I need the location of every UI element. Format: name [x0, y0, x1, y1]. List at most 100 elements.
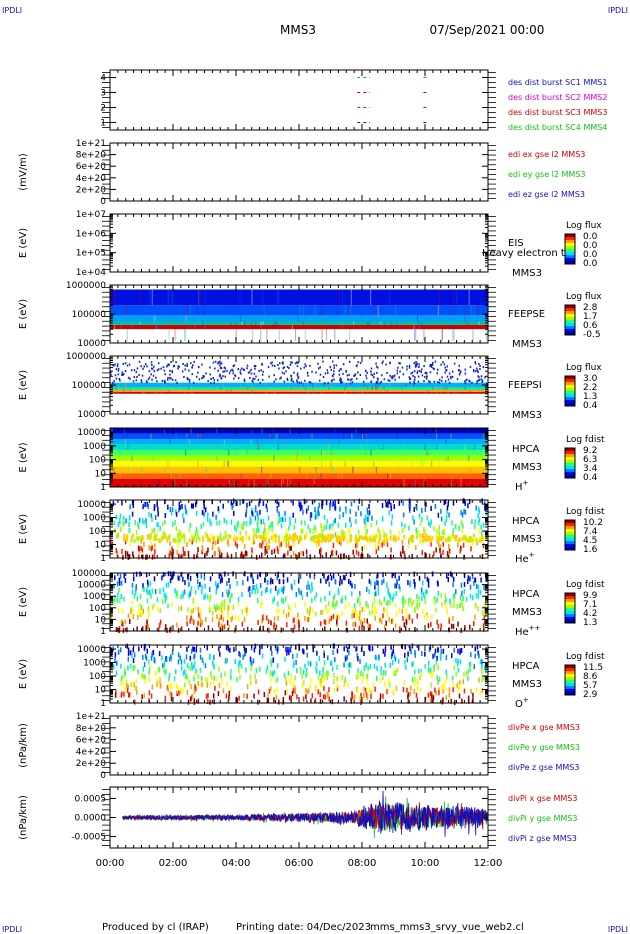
spectrogram-streak [318, 533, 321, 538]
spectrogram-texture [304, 329, 306, 341]
spectrogram-speckle [433, 380, 436, 383]
spectrogram-speckle [376, 380, 379, 383]
spectrogram-texture [176, 473, 178, 479]
spectrogram-streak [153, 533, 156, 538]
spectrogram-streak [468, 535, 471, 540]
spectrogram-pixel [302, 669, 305, 675]
spectrogram-speckle [133, 376, 136, 379]
spectrogram-texture [225, 387, 227, 390]
spectrogram-pixel [306, 608, 309, 614]
spectrogram-pixel [407, 601, 410, 607]
spectrogram-pixel [470, 652, 472, 658]
spectrogram-texture [327, 439, 330, 445]
colorbar-frame [564, 592, 576, 624]
spectrogram-pixel [143, 541, 145, 547]
spectrogram-pixel [350, 662, 352, 668]
spectrogram-pixel [342, 512, 344, 518]
spectrogram-pixel [253, 528, 255, 534]
spectrogram-texture [169, 382, 171, 388]
spectrogram-speckle [222, 375, 224, 378]
spectrogram-speckle [198, 378, 201, 381]
spectrogram-speckle [375, 382, 378, 385]
spectrogram-pixel [402, 686, 405, 692]
spectrogram-pixel [382, 528, 384, 534]
spectrogram-texture [325, 329, 328, 341]
spectrogram-pixel [193, 654, 195, 660]
spectrogram-pixel [328, 524, 331, 530]
spectrogram-speckle [243, 380, 246, 383]
spectrogram-pixel [406, 657, 409, 663]
spectrogram-speckle [409, 381, 411, 384]
spectrogram-speckle [383, 378, 386, 381]
spectrogram-texture [196, 460, 199, 467]
spectrogram-pixel [431, 692, 433, 698]
spectrogram-texture [155, 391, 157, 394]
spectrogram-pixel [477, 513, 479, 519]
spectrogram-pixel [126, 627, 128, 633]
spectrogram-pixel [355, 519, 357, 525]
spectrogram-pixel [302, 648, 304, 654]
spectrogram-pixel [463, 671, 465, 677]
spectrogram-pixel [242, 654, 244, 660]
spectrogram-speckle [476, 367, 478, 370]
spectrogram-pixel [177, 659, 180, 665]
y-tick-label: 10000 [77, 581, 106, 591]
spectrogram-speckle [469, 365, 472, 368]
spectrogram-streak [220, 537, 223, 542]
spectrogram-speckle [135, 370, 138, 373]
spectrogram-texture [482, 433, 484, 440]
spectrogram-pixel [197, 698, 200, 704]
spectrogram-speckle [479, 364, 481, 367]
spectrogram-texture [219, 387, 222, 390]
spectrogram-texture [367, 439, 369, 445]
spectrogram-pixel [191, 661, 193, 667]
spectrogram-pixel [124, 672, 127, 678]
spectrogram-pixel [264, 547, 266, 553]
spectrogram-pixel [148, 690, 151, 696]
spectrogram-pixel [137, 524, 140, 530]
spectrogram-pixel [151, 528, 153, 534]
spectrogram-speckle [348, 360, 351, 363]
spectrogram-pixel [468, 499, 471, 505]
spectrogram-pixel [193, 660, 196, 666]
colorbar-cell [565, 457, 575, 461]
spectrogram-pixel [437, 581, 439, 587]
spectrogram-speckle [257, 378, 260, 381]
spectrogram-texture [458, 305, 461, 316]
spectrogram-pixel [435, 607, 437, 613]
spectrogram-pixel [312, 528, 315, 534]
spectrogram-pixel [437, 512, 440, 518]
spectrogram-pixel [375, 608, 378, 614]
spectrogram-pixel [269, 685, 272, 691]
spectrogram-speckle [478, 376, 480, 379]
spectrogram-pixel [167, 603, 169, 609]
spectrogram-pixel [412, 599, 415, 605]
spectrogram-pixel [357, 672, 360, 678]
spectrogram-pixel [290, 545, 292, 551]
spectrogram-speckle [399, 370, 401, 373]
spectrogram-pixel [426, 589, 428, 595]
spectrogram-pixel [363, 692, 365, 698]
spectrogram-pixel [184, 534, 186, 540]
spectrogram-texture [110, 289, 112, 306]
spectrogram-pixel [291, 653, 294, 659]
spectrogram-speckle [279, 362, 281, 365]
spectrogram-pixel [185, 654, 188, 660]
spectrogram-pixel [255, 554, 258, 560]
colorbar-cell [565, 535, 575, 539]
spectrogram-texture [471, 315, 473, 322]
spectrogram-pixel [139, 609, 142, 615]
spectrogram-speckle [218, 374, 221, 377]
spectrogram-pixel [211, 533, 213, 539]
spectrogram-pixel [298, 616, 300, 622]
spectrogram-pixel [471, 595, 474, 601]
spectrogram-pixel [360, 671, 362, 677]
spectrogram-pixel [374, 610, 376, 616]
spectrogram-texture [434, 382, 437, 388]
spectrogram-speckle [281, 371, 284, 374]
spectrogram-pixel [416, 593, 418, 599]
spectrogram-pixel [254, 505, 257, 511]
spectrogram-pixel [350, 501, 353, 507]
spectrogram-speckle [121, 371, 124, 374]
spectrogram-texture [380, 382, 382, 388]
